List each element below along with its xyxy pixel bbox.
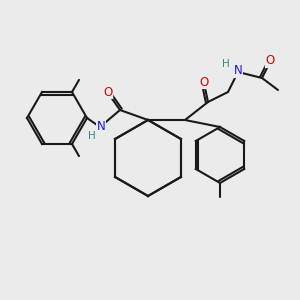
Text: N: N <box>234 64 242 77</box>
Text: O: O <box>200 76 208 88</box>
Text: H: H <box>222 59 230 69</box>
Text: O: O <box>266 55 274 68</box>
Text: N: N <box>97 119 105 133</box>
Text: H: H <box>88 131 96 141</box>
Text: O: O <box>103 85 112 98</box>
